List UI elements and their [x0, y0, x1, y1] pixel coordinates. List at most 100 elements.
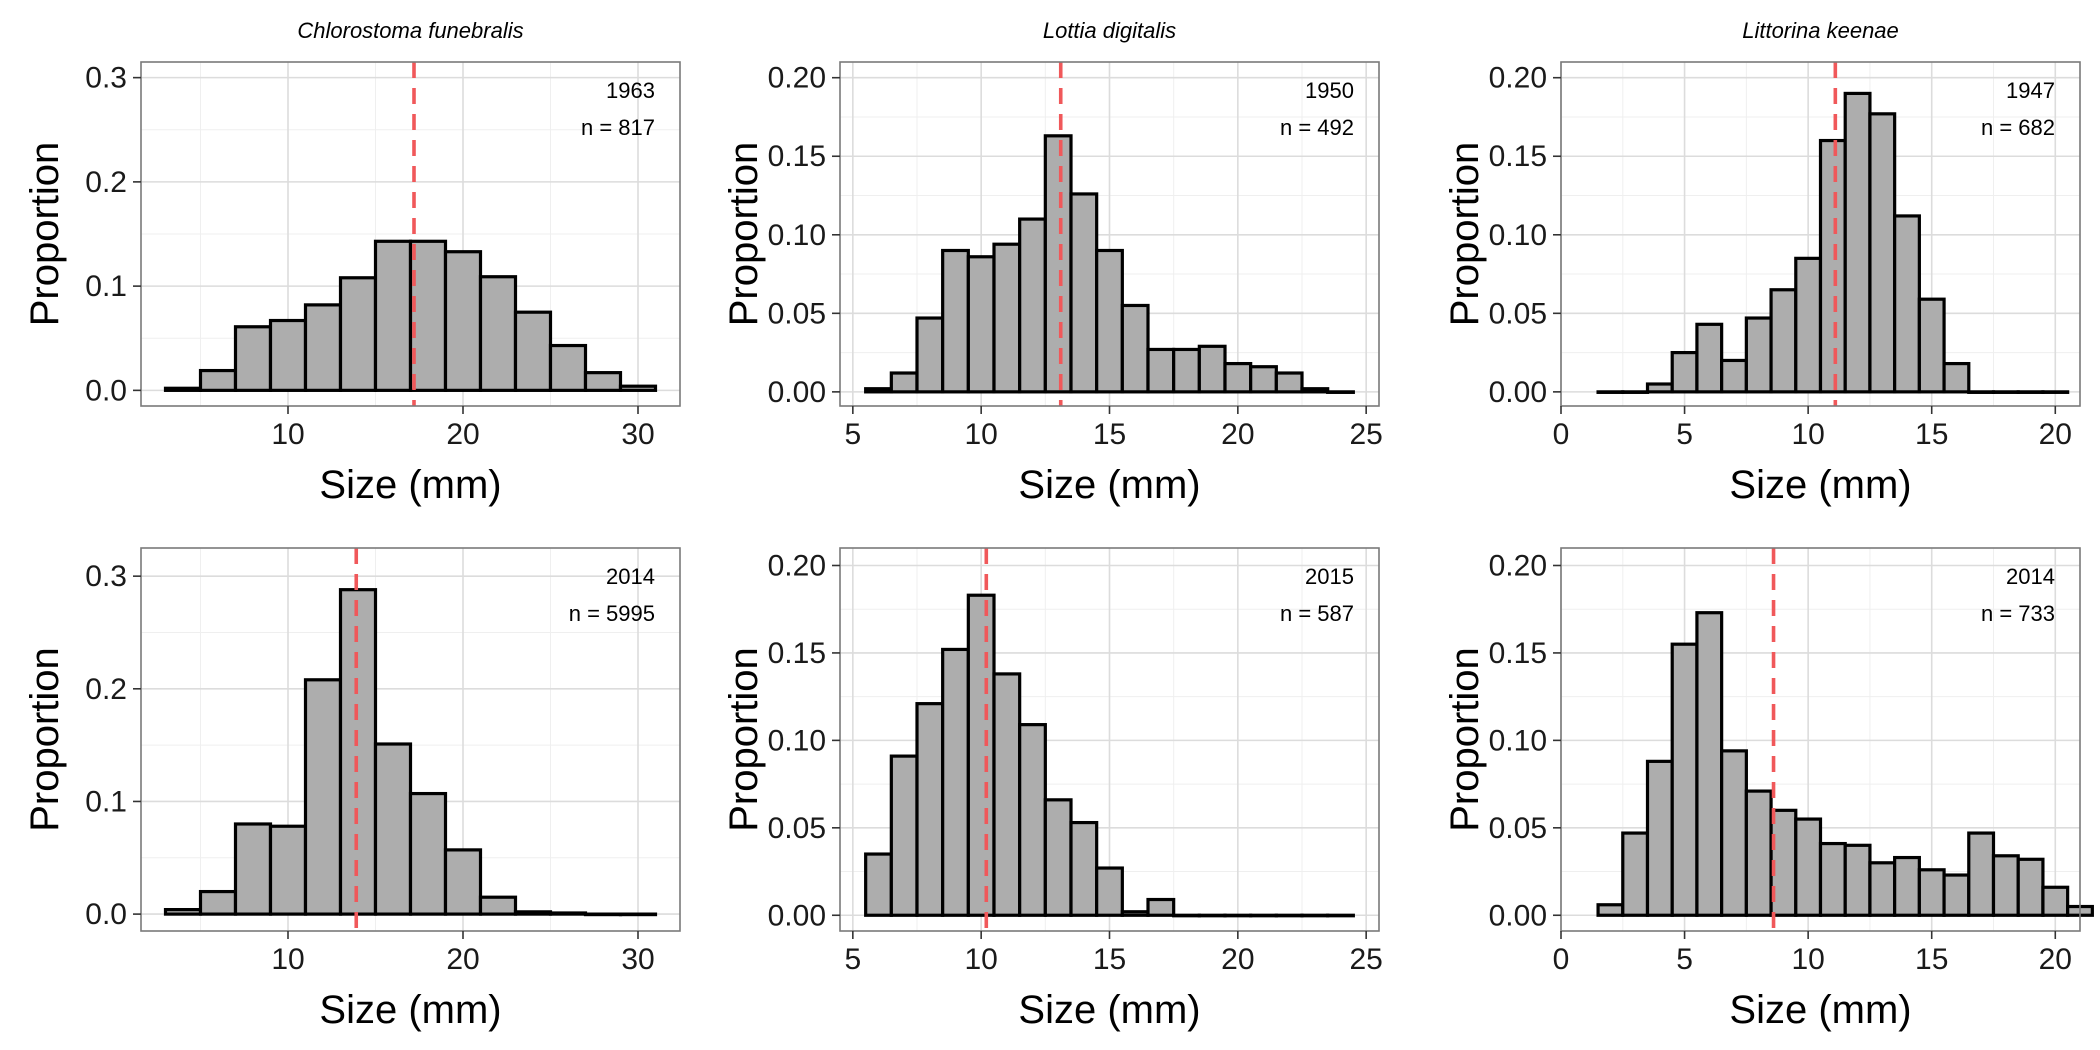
- x-tick-label: 10: [1791, 943, 1824, 976]
- histogram-bar: [1146, 347, 1176, 394]
- panel-1: 0.0 0.1 0.2 0.3 10 20 30 Size (mm) Proportion Chl…: [23, 18, 681, 507]
- sample-size-label: n = 817: [581, 115, 655, 140]
- x-tick-label: 10: [964, 418, 997, 451]
- histogram-bar: [1274, 913, 1304, 918]
- histogram-bar: [1249, 365, 1278, 394]
- histogram-bar: [198, 889, 238, 916]
- histogram-bar: [1744, 789, 1773, 917]
- histogram-bar: [915, 702, 945, 917]
- panel-border: [140, 61, 681, 407]
- sample-size-label: n = 733: [1981, 601, 2055, 626]
- x-tick-label: 30: [621, 943, 654, 976]
- histogram-bar: [408, 791, 448, 916]
- sample-size-label: n = 682: [1981, 115, 2055, 140]
- y-tick-label: 0.00: [1489, 899, 1547, 932]
- histogram-bar: [1967, 831, 1996, 917]
- x-tick-label: 25: [1349, 418, 1382, 451]
- sample-size-label: n = 587: [1280, 601, 1354, 626]
- x-tick-label: 15: [1915, 418, 1948, 451]
- y-tick-label: 0.1: [85, 785, 127, 818]
- y-axis-title: Proportion: [23, 647, 67, 832]
- histogram-bar: [443, 250, 483, 392]
- year-label: 1963: [606, 78, 655, 103]
- histogram-bar: [1695, 611, 1724, 917]
- y-axis-title: Proportion: [1443, 142, 1487, 327]
- species-title: Lottia digitalis: [1043, 18, 1176, 43]
- y-tick-label: 0.3: [85, 560, 127, 593]
- histogram-bar: [1326, 913, 1355, 918]
- histogram-bar: [1274, 371, 1304, 394]
- year-label: 2014: [2006, 564, 2055, 589]
- y-tick-label: 0.05: [1489, 297, 1547, 330]
- x-tick-label: 20: [446, 418, 479, 451]
- histogram-bar: [1818, 841, 1847, 917]
- histogram-bar: [1018, 723, 1047, 917]
- histogram-bar: [1018, 217, 1047, 394]
- year-label: 2014: [606, 564, 655, 589]
- y-tick-label: 0.0: [85, 898, 127, 931]
- histogram-bar: [1197, 344, 1227, 394]
- y-axis-title: Proportion: [1443, 647, 1487, 832]
- x-axis-title: Size (mm): [1729, 463, 1911, 507]
- histogram-bar: [1670, 642, 1699, 917]
- y-tick-label: 0.00: [1489, 376, 1547, 409]
- histogram-bar: [1645, 759, 1674, 917]
- histogram-bar: [303, 303, 343, 392]
- histogram-bar: [548, 343, 588, 392]
- histogram-bar: [1769, 288, 1798, 394]
- histogram-bar: [1991, 854, 2020, 917]
- species-title: Chlorostoma funebralis: [297, 18, 523, 43]
- histogram-bar: [1223, 361, 1253, 394]
- y-tick-label: 0.20: [1489, 62, 1547, 95]
- y-tick-label: 0.10: [768, 724, 826, 757]
- histogram-bar: [478, 895, 518, 916]
- histogram-bar: [513, 910, 553, 916]
- histogram-bar: [1095, 248, 1124, 394]
- histogram-bar: [478, 275, 518, 392]
- x-tick-label: 15: [1093, 418, 1126, 451]
- x-tick-label: 10: [271, 418, 304, 451]
- histogram-bar: [2016, 857, 2045, 917]
- histogram-bar: [443, 848, 483, 916]
- histogram-bar: [1043, 134, 1073, 394]
- panel-border: [1560, 547, 2081, 932]
- x-tick-label: 0: [1553, 943, 1570, 976]
- histogram-bar: [1893, 855, 1921, 917]
- x-tick-label: 30: [621, 418, 654, 451]
- y-tick-label: 0.05: [1489, 812, 1547, 845]
- histogram-bar: [1967, 390, 1996, 394]
- histogram-bar: [1300, 387, 1330, 394]
- histogram-bar: [1095, 866, 1124, 917]
- panel-2: 0.00 0.05 0.10 0.15 0.20 5 10 15 20 25 Size (mm) Pr…: [722, 18, 1383, 507]
- x-tick-label: 15: [1093, 943, 1126, 976]
- histogram-bar: [268, 824, 308, 916]
- histogram-bar: [1794, 256, 1823, 394]
- histogram-bar: [941, 647, 970, 917]
- histogram-bar: [1893, 214, 1921, 394]
- x-tick-label: 20: [446, 943, 479, 976]
- histogram-bar: [1794, 817, 1823, 917]
- y-tick-label: 0.00: [768, 376, 826, 409]
- panel-4: 0.0 0.1 0.2 0.3 10 20 30 Size (mm) Proportion 201…: [23, 547, 681, 1032]
- histogram-bar: [408, 239, 448, 392]
- x-tick-label: 5: [1676, 418, 1693, 451]
- histogram-bar: [1818, 138, 1847, 394]
- x-axis-title: Size (mm): [1018, 463, 1200, 507]
- x-tick-label: 20: [2039, 943, 2072, 976]
- histogram-bar: [1868, 861, 1897, 917]
- panel-5: 0.00 0.05 0.10 0.15 0.20 5 10 15 20 25 Size (mm) Pr…: [722, 547, 1383, 1032]
- histogram-bar: [941, 248, 970, 394]
- histogram-bar: [233, 822, 273, 916]
- histogram-bar: [1621, 390, 1650, 394]
- year-label: 2015: [1305, 564, 1354, 589]
- histogram-bar: [233, 325, 273, 392]
- y-tick-label: 0.20: [768, 549, 826, 582]
- species-title: Littorina keenae: [1742, 18, 1899, 43]
- y-tick-label: 0.05: [768, 812, 826, 845]
- y-tick-label: 0.15: [768, 637, 826, 670]
- histogram-bar: [966, 255, 996, 394]
- y-tick-label: 0.20: [1489, 549, 1547, 582]
- histogram-bar: [1326, 390, 1355, 394]
- histogram-bar: [1670, 350, 1699, 394]
